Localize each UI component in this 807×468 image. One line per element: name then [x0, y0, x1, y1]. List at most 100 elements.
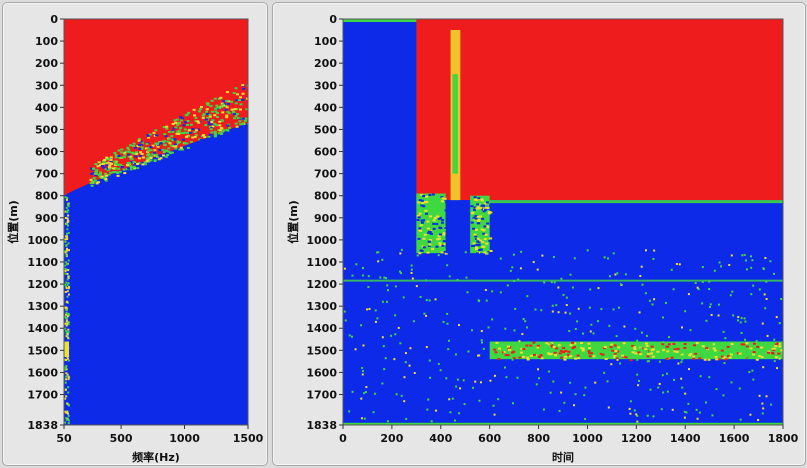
noise-speckle — [386, 420, 389, 423]
noise-speckle — [65, 285, 68, 288]
transition-speckle — [201, 114, 205, 117]
noise-speckle — [525, 326, 528, 329]
noise-speckle — [493, 348, 497, 351]
noise-speckle — [408, 364, 411, 367]
noise-speckle — [614, 349, 618, 352]
noise-speckle — [482, 347, 485, 350]
noise-speckle — [65, 368, 68, 371]
noise-speckle — [476, 206, 480, 209]
transition-speckle — [155, 134, 159, 137]
noise-speckle — [529, 344, 533, 347]
noise-speckle — [639, 275, 642, 278]
transition-speckle — [196, 120, 200, 123]
noise-speckle — [422, 205, 426, 208]
transition-speckle — [91, 167, 95, 170]
noise-speckle — [610, 363, 613, 366]
noise-speckle — [474, 215, 478, 218]
noise-speckle — [386, 284, 389, 287]
noise-speckle — [402, 296, 405, 299]
transition-speckle — [98, 176, 102, 179]
noise-speckle — [687, 293, 690, 296]
transition-speckle — [236, 117, 240, 120]
transition-speckle — [106, 169, 110, 172]
noise-speckle — [762, 267, 765, 270]
transition-speckle — [252, 97, 255, 99]
noise-speckle — [477, 299, 480, 302]
noise-speckle — [475, 207, 479, 210]
transition-speckle — [147, 149, 151, 152]
noise-speckle — [66, 410, 69, 413]
noise-speckle — [416, 214, 420, 217]
transition-speckle — [159, 157, 163, 160]
noise-speckle — [400, 272, 403, 275]
noise-speckle — [67, 209, 70, 212]
x-tick-label: 800 — [527, 432, 550, 445]
noise-speckle — [458, 324, 461, 327]
noise-speckle — [382, 345, 385, 348]
noise-speckle — [747, 347, 750, 350]
noise-speckle — [675, 263, 678, 266]
noise-speckle — [623, 325, 626, 328]
noise-speckle — [481, 241, 485, 244]
noise-speckle — [66, 316, 69, 319]
noise-speckle — [590, 323, 593, 326]
transition-speckle — [117, 154, 121, 157]
noise-speckle — [653, 249, 656, 252]
transition-speckle — [215, 104, 219, 107]
transition-speckle — [164, 155, 168, 158]
noise-speckle — [680, 361, 683, 364]
noise-speckle — [524, 320, 527, 323]
noise-speckle — [454, 353, 457, 356]
transition-speckle — [104, 167, 108, 170]
noise-speckle — [415, 285, 418, 288]
noise-speckle — [534, 308, 537, 311]
noise-speckle — [687, 368, 690, 371]
noise-speckle — [472, 242, 476, 245]
noise-speckle — [698, 411, 701, 414]
noise-speckle — [703, 358, 707, 361]
noise-speckle — [65, 281, 68, 284]
noise-speckle — [683, 347, 687, 350]
noise-speckle — [520, 250, 523, 253]
noise-speckle — [672, 288, 675, 291]
transition-speckle — [175, 118, 179, 121]
transition-speckle — [95, 169, 99, 172]
noise-speckle — [536, 344, 540, 347]
noise-speckle — [519, 267, 522, 270]
transition-speckle — [209, 128, 213, 131]
noise-speckle — [480, 198, 484, 201]
noise-speckle — [444, 252, 448, 255]
y-tick-label: 900 — [314, 212, 337, 225]
noise-speckle — [576, 320, 579, 323]
noise-speckle — [774, 347, 777, 350]
noise-speckle — [478, 239, 482, 242]
transition-speckle — [133, 162, 137, 165]
transition-speckle — [209, 105, 213, 108]
noise-speckle — [447, 348, 450, 351]
noise-speckle — [503, 366, 506, 369]
transition-speckle — [145, 157, 149, 160]
noise-speckle — [416, 254, 419, 257]
noise-speckle — [701, 302, 704, 305]
transition-speckle — [132, 142, 136, 145]
noise-speckle — [683, 343, 687, 346]
noise-speckle — [65, 372, 68, 375]
noise-speckle — [467, 350, 470, 353]
transition-speckle — [95, 182, 99, 185]
noise-speckle — [532, 341, 536, 344]
noise-speckle — [419, 224, 423, 227]
transition-speckle — [99, 162, 103, 165]
transition-speckle — [153, 151, 157, 154]
transition-speckle — [141, 156, 145, 159]
transition-speckle — [241, 123, 245, 126]
transition-speckle — [158, 154, 162, 157]
noise-speckle — [609, 275, 612, 278]
noise-speckle — [483, 225, 487, 228]
noise-speckle — [67, 282, 70, 285]
noise-speckle — [564, 349, 568, 352]
transition-speckle — [140, 153, 144, 156]
noise-speckle — [480, 199, 484, 202]
noise-speckle — [422, 237, 426, 240]
noise-speckle — [740, 343, 744, 346]
transition-speckle — [242, 87, 246, 90]
